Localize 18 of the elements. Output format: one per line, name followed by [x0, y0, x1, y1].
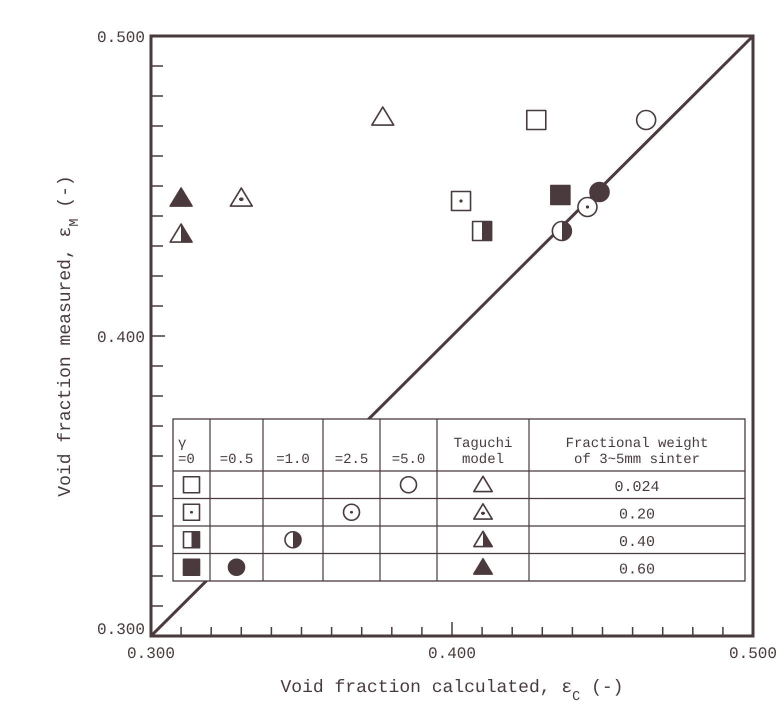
annotation: 0.20 [618, 506, 656, 524]
y-tick-label: 0.500 [96, 29, 145, 47]
annotation: Taguchi model [454, 436, 512, 468]
annotation: 0.40 [618, 534, 656, 551]
x-tick-label: 0.400 [428, 645, 476, 663]
x-axis-title: Void fraction calculated, ε$_{C}$ (-) [280, 678, 624, 704]
annotation: Fractional weight of 3~5mm sinter [566, 436, 708, 468]
annotation: =5.0 [392, 452, 426, 468]
annotation: =0.5 [220, 452, 254, 468]
annotation: γ =0 [178, 436, 195, 468]
x-tick-label: 0.300 [126, 645, 176, 663]
annotation: =1.0 [276, 452, 310, 468]
annotation: 0.60 [618, 561, 656, 578]
annotation: 0.024 [614, 478, 660, 496]
annotation: =2.5 [334, 452, 368, 468]
y-tick-label: 0.400 [96, 329, 145, 347]
x-tick-label: 0.500 [728, 645, 778, 663]
y-tick-label: 0.300 [96, 621, 145, 639]
